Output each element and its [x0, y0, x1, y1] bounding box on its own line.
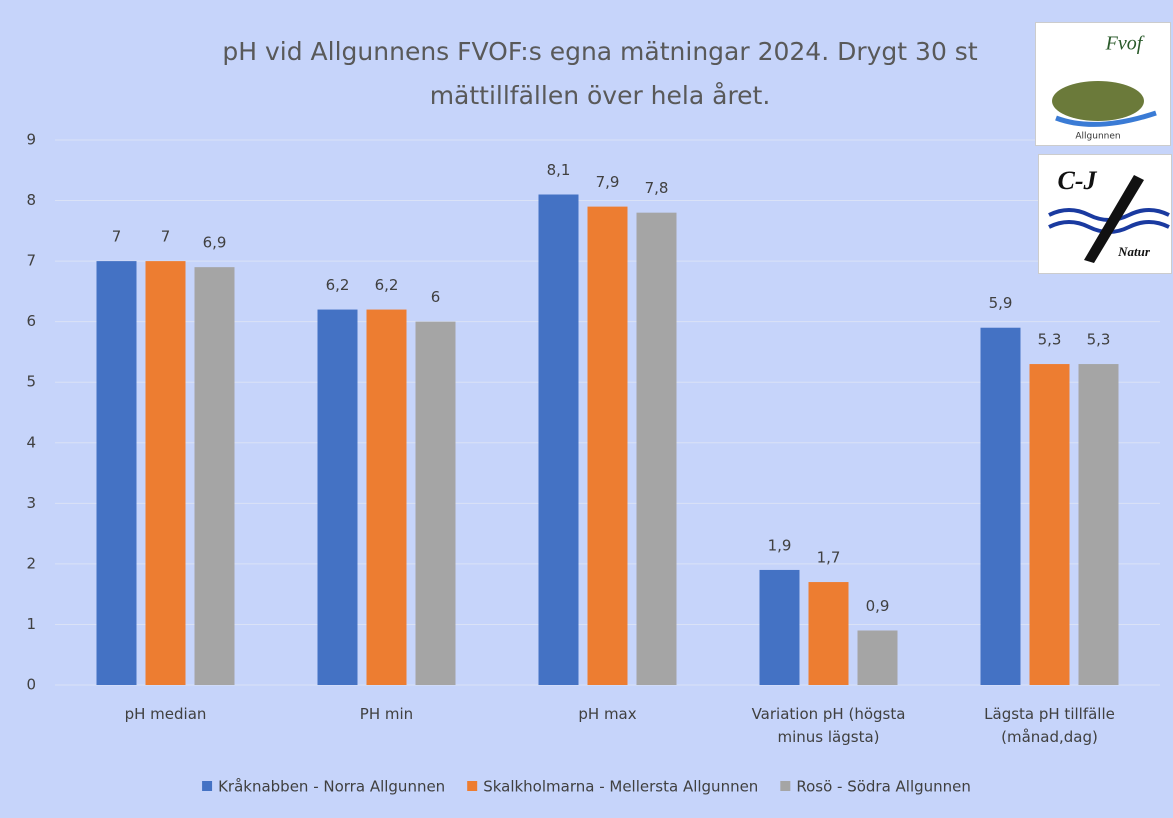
logo-art: Fvof Allgunnen — [1036, 23, 1170, 145]
bar — [1079, 364, 1119, 685]
bar — [1030, 364, 1070, 685]
data-label: 5,3 — [1038, 331, 1062, 349]
y-tick-label: 8 — [26, 191, 36, 209]
bar — [637, 213, 677, 685]
logo-text: Fvof — [1105, 33, 1145, 55]
data-label: 1,9 — [768, 536, 792, 554]
data-label: 6,2 — [375, 276, 399, 294]
plot: 0 1 2 3 4 5 6 7 8 9 7 7 6,9 6,2 6,2 6 8,1 7,9 7,8 1,9 1,7 0,9… — [0, 0, 1173, 818]
legend-label: Kråknabben - Norra Allgunnen — [218, 778, 445, 796]
bar — [195, 267, 235, 685]
data-label: 1,7 — [817, 549, 841, 567]
y-tick-label: 6 — [26, 312, 36, 330]
data-label: 8,1 — [547, 161, 571, 179]
data-label: 7,9 — [596, 173, 620, 191]
x-tick-label: PH min — [287, 703, 487, 726]
x-tick-label: pH max — [508, 703, 708, 726]
y-tick-label: 2 — [26, 554, 36, 572]
legend-label: Skalkholmarna - Mellersta Allgunnen — [483, 778, 758, 796]
bar — [809, 582, 849, 685]
x-tick-label: Lägsta pH tillfälle (månad,dag) — [950, 703, 1150, 749]
bar — [588, 207, 628, 685]
data-label: 7 — [112, 228, 122, 246]
bar — [367, 310, 407, 685]
data-label: 7 — [161, 228, 171, 246]
bar — [146, 261, 186, 685]
legend-swatch — [780, 781, 790, 791]
y-tick-label: 9 — [26, 131, 36, 149]
y-tick-label: 1 — [26, 615, 36, 633]
data-label: 0,9 — [866, 597, 890, 615]
bar — [97, 261, 137, 685]
legend: Kråknabben - Norra Allgunnen Skalkholmarn… — [202, 778, 971, 796]
logo-fvof: Fvof Allgunnen — [1035, 22, 1171, 146]
data-label: 6,9 — [203, 234, 227, 252]
fish — [1052, 81, 1144, 121]
chart: 0 1 2 3 4 5 6 7 8 9 7 7 6,9 6,2 6,2 6 8,1 7,9 7,8 1,9 1,7 0,9… — [0, 0, 1173, 818]
data-label: 7,8 — [645, 179, 669, 197]
data-label: 6 — [431, 288, 441, 306]
bar — [858, 631, 898, 686]
bar — [318, 310, 358, 685]
data-label: 5,9 — [989, 294, 1013, 312]
bar — [539, 195, 579, 686]
legend-swatch — [202, 781, 212, 791]
logo-cj: C-J Natur — [1038, 154, 1172, 274]
logo-art: C-J Natur — [1039, 155, 1171, 273]
logo-text: C-J — [1058, 166, 1098, 195]
legend-label: Rosö - Södra Allgunnen — [796, 778, 971, 796]
y-tick-label: 7 — [26, 252, 36, 270]
bar — [760, 570, 800, 685]
logo-sub: Allgunnen — [1075, 132, 1120, 142]
y-tick-label: 5 — [26, 373, 36, 391]
legend-swatch — [467, 781, 477, 791]
y-tick-label: 4 — [26, 433, 36, 451]
chart-title: pH vid Allgunnens FVOF:s egna mätningar … — [170, 30, 1030, 118]
bar — [981, 328, 1021, 685]
bar — [416, 322, 456, 685]
data-label: 6,2 — [326, 276, 350, 294]
x-tick-label: Variation pH (högsta minus lägsta) — [729, 703, 929, 749]
y-tick-label: 3 — [26, 494, 36, 512]
x-tick-label: pH median — [66, 703, 266, 726]
data-label: 5,3 — [1087, 331, 1111, 349]
y-tick-label: 0 — [26, 676, 36, 694]
logo-sub: Natur — [1117, 244, 1151, 259]
